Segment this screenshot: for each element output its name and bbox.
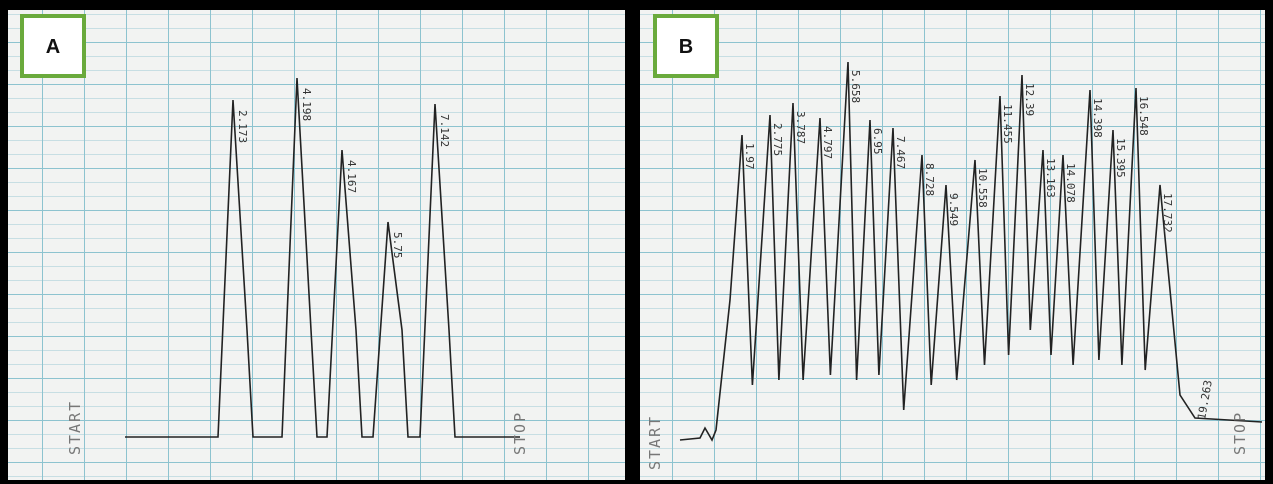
peak-label: 2.173 [236,110,249,143]
label-box [20,14,86,78]
stop-label: STOP [1231,411,1249,455]
peak-label: 4.198 [300,88,313,121]
peak-label: 2.775 [771,123,784,156]
peak-label: 5.658 [849,70,862,103]
peak-label: 4.167 [345,160,358,193]
peak-label: 15.395 [1114,138,1127,178]
peak-label: 17.732 [1161,193,1174,233]
peak-label: 14.398 [1091,98,1104,138]
peak-label: 12.39 [1023,83,1036,116]
peak-label: 9.549 [947,193,960,226]
peak-label: 14.078 [1064,163,1077,203]
peak-label: 11.455 [1001,104,1014,144]
peak-label: 10.558 [976,168,989,208]
peak-label: 1.97 [743,143,756,170]
peak-label: 13.163 [1044,158,1057,198]
peak-label: 16.548 [1137,96,1150,136]
label-box [653,14,719,78]
stop-label: STOP [511,411,529,455]
trace [679,61,1263,442]
trace [125,77,520,438]
paper-a [8,10,625,480]
panel-a: A 2.173 4.198 4.167 5.75 7.142 START STOP [20,14,529,455]
peak-label: 3.787 [794,111,807,144]
paper-b [640,10,1265,480]
start-label: START [646,415,664,470]
panel-label: A [46,36,60,58]
start-label: START [66,400,84,455]
peak-label: 5.75 [391,232,404,259]
peak-label: 6.95 [871,128,884,155]
peak-label: 8.728 [923,163,936,196]
peak-label: 7.467 [894,136,907,169]
peak-label: 7.142 [438,114,451,147]
panel-label: B [679,36,693,58]
peak-label: 4.797 [821,126,834,159]
